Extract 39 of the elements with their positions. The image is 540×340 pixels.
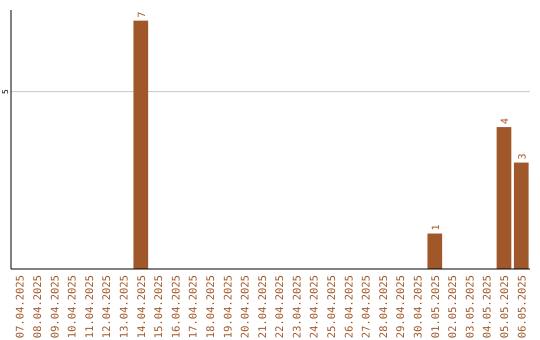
x-tick-label: 10.04.2025 bbox=[66, 275, 79, 338]
bar bbox=[514, 162, 529, 269]
x-tick-label: 02.05.2025 bbox=[447, 275, 460, 338]
x-tick-label: 03.05.2025 bbox=[464, 275, 476, 338]
x-tick-label: 23.04.2025 bbox=[291, 275, 304, 338]
bar bbox=[496, 127, 512, 269]
bar bbox=[133, 20, 148, 269]
x-tick-label: 14.04.2025 bbox=[136, 275, 148, 338]
x-tick-label: 13.04.2025 bbox=[118, 275, 130, 338]
x-tick-label: 25.04.2025 bbox=[326, 275, 338, 338]
x-tick-label: 27.04.2025 bbox=[360, 275, 373, 338]
x-tick-label: 28.04.2025 bbox=[378, 275, 390, 338]
x-tick-label: 11.04.2025 bbox=[84, 275, 96, 338]
x-tick-label: 20.04.2025 bbox=[240, 275, 252, 338]
x-tick-label: 26.04.2025 bbox=[343, 275, 356, 338]
x-tick-label: 12.04.2025 bbox=[101, 275, 114, 338]
x-tick-label: 16.04.2025 bbox=[170, 275, 182, 338]
data-label: 4 bbox=[500, 118, 511, 124]
x-tick-label: 29.04.2025 bbox=[395, 275, 408, 338]
x-tick-label: 05.05.2025 bbox=[498, 275, 511, 338]
y-tick-label: 5 bbox=[1, 89, 10, 94]
x-tick-label: 01.05.2025 bbox=[430, 275, 442, 338]
data-label: 3 bbox=[517, 154, 528, 160]
data-label: 7 bbox=[136, 12, 148, 18]
x-tick-label: 07.04.2025 bbox=[14, 275, 27, 338]
data-label: 1 bbox=[430, 224, 442, 231]
x-tick-label: 30.04.2025 bbox=[412, 275, 424, 338]
x-tick-label: 18.04.2025 bbox=[204, 275, 217, 338]
x-tick-label: 19.04.2025 bbox=[222, 275, 234, 338]
x-tick-label: 15.04.2025 bbox=[153, 275, 166, 338]
bar bbox=[427, 234, 442, 269]
x-tick-label: 22.04.2025 bbox=[274, 275, 286, 338]
x-tick-label: 04.05.2025 bbox=[482, 275, 494, 338]
x-tick-label: 09.04.2025 bbox=[49, 275, 62, 338]
x-tick-label: 08.04.2025 bbox=[32, 275, 44, 338]
x-tick-label: 17.04.2025 bbox=[188, 275, 200, 338]
x-tick-label: 06.05.2025 bbox=[516, 275, 528, 338]
x-tick-label: 21.04.2025 bbox=[256, 275, 269, 338]
x-tick-label: 24.04.2025 bbox=[308, 275, 321, 338]
